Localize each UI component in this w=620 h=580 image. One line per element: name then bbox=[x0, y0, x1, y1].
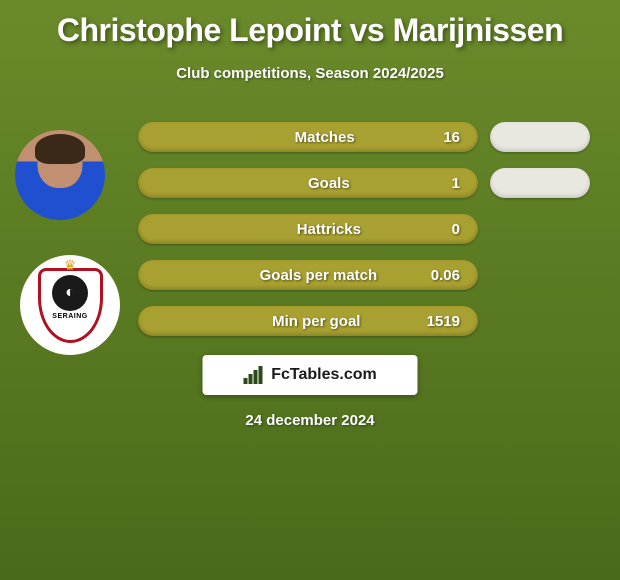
crown-icon: ♛ bbox=[64, 257, 77, 274]
stat-value: 0.06 bbox=[431, 267, 460, 284]
chart-icon bbox=[243, 366, 265, 384]
stat-label: Matches bbox=[206, 129, 443, 146]
subtitle: Club competitions, Season 2024/2025 bbox=[0, 65, 620, 82]
page-title: Christophe Lepoint vs Marijnissen bbox=[0, 0, 620, 49]
stat-pill-left: Goals per match 0.06 bbox=[138, 260, 478, 290]
crest-emblem: ◐ bbox=[52, 275, 88, 311]
stat-value: 0 bbox=[452, 221, 460, 238]
stat-value: 1 bbox=[452, 175, 460, 192]
stat-label: Goals bbox=[206, 175, 452, 192]
stat-row-hattricks: Hattricks 0 bbox=[138, 214, 598, 244]
stat-label: Hattricks bbox=[206, 221, 452, 238]
stat-row-goals-per-match: Goals per match 0.06 bbox=[138, 260, 598, 290]
stat-row-goals: Goals 1 bbox=[138, 168, 598, 198]
date-label: 24 december 2024 bbox=[245, 412, 374, 429]
stat-pill-left: Goals 1 bbox=[138, 168, 478, 198]
stat-pill-right bbox=[490, 122, 590, 152]
stat-pill-left: Min per goal 1519 bbox=[138, 306, 478, 336]
stat-value: 1519 bbox=[427, 313, 460, 330]
stat-pill-left: Matches 16 bbox=[138, 122, 478, 152]
watermark-text: FcTables.com bbox=[271, 366, 377, 384]
stat-label: Goals per match bbox=[206, 267, 431, 284]
stat-row-matches: Matches 16 bbox=[138, 122, 598, 152]
stat-pill-left: Hattricks 0 bbox=[138, 214, 478, 244]
club-name: SERAING bbox=[52, 313, 87, 320]
club-badge: ♛ ◐ SERAING bbox=[20, 255, 120, 355]
stats-container: Matches 16 Goals 1 Hattricks 0 Goals per… bbox=[138, 122, 598, 352]
stat-row-min-per-goal: Min per goal 1519 bbox=[138, 306, 598, 336]
watermark: FcTables.com bbox=[203, 355, 418, 395]
stat-pill-right bbox=[490, 168, 590, 198]
stat-label: Min per goal bbox=[206, 313, 427, 330]
club-crest: ♛ ◐ SERAING bbox=[38, 268, 103, 343]
stat-value: 16 bbox=[443, 129, 460, 146]
player-avatar bbox=[15, 130, 105, 220]
